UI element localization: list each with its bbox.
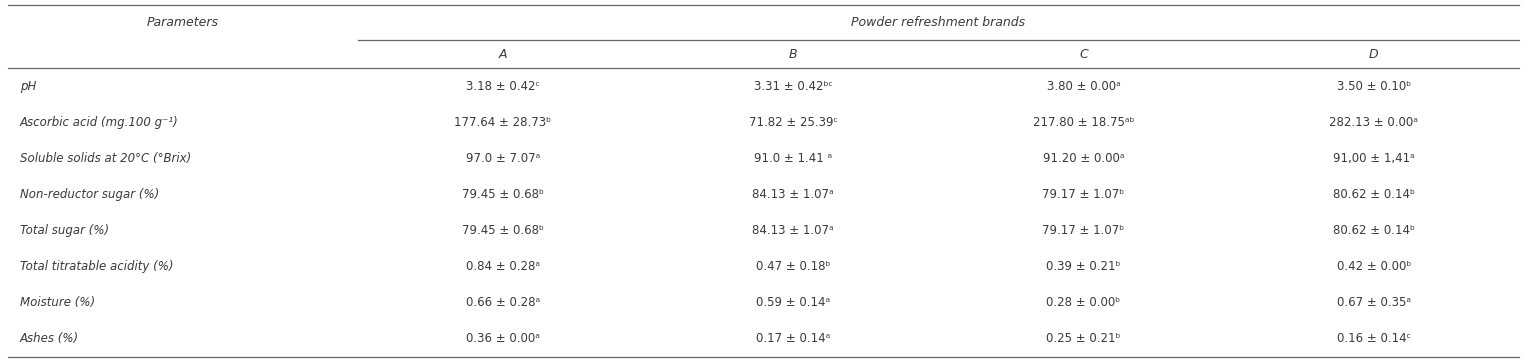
Text: 97.0 ± 7.07ᵃ: 97.0 ± 7.07ᵃ <box>466 152 540 165</box>
Text: 3.50 ± 0.10ᵇ: 3.50 ± 0.10ᵇ <box>1336 80 1411 93</box>
Text: 80.62 ± 0.14ᵇ: 80.62 ± 0.14ᵇ <box>1333 224 1415 237</box>
Text: 3.80 ± 0.00ᵃ: 3.80 ± 0.00ᵃ <box>1047 80 1120 93</box>
Text: 0.25 ± 0.21ᵇ: 0.25 ± 0.21ᵇ <box>1046 332 1120 345</box>
Text: D: D <box>1368 48 1379 61</box>
Text: B: B <box>788 48 798 61</box>
Text: 3.31 ± 0.42ᵇᶜ: 3.31 ± 0.42ᵇᶜ <box>753 80 833 93</box>
Text: Total sugar (%): Total sugar (%) <box>20 224 110 237</box>
Text: 79.45 ± 0.68ᵇ: 79.45 ± 0.68ᵇ <box>461 188 543 201</box>
Text: 91,00 ± 1,41ᵃ: 91,00 ± 1,41ᵃ <box>1333 152 1414 165</box>
Text: 217.80 ± 18.75ᵃᵇ: 217.80 ± 18.75ᵃᵇ <box>1033 116 1134 129</box>
Text: 84.13 ± 1.07ᵃ: 84.13 ± 1.07ᵃ <box>752 224 834 237</box>
Text: 91.20 ± 0.00ᵃ: 91.20 ± 0.00ᵃ <box>1043 152 1125 165</box>
Text: 0.17 ± 0.14ᵃ: 0.17 ± 0.14ᵃ <box>756 332 831 345</box>
Text: 0.67 ± 0.35ᵃ: 0.67 ± 0.35ᵃ <box>1336 296 1411 309</box>
Text: 84.13 ± 1.07ᵃ: 84.13 ± 1.07ᵃ <box>752 188 834 201</box>
Text: Soluble solids at 20°C (°Brix): Soluble solids at 20°C (°Brix) <box>20 152 192 165</box>
Text: 79.45 ± 0.68ᵇ: 79.45 ± 0.68ᵇ <box>461 224 543 237</box>
Text: Ashes (%): Ashes (%) <box>20 332 79 345</box>
Text: pH: pH <box>20 80 37 93</box>
Text: Powder refreshment brands: Powder refreshment brands <box>851 16 1026 29</box>
Text: 0.36 ± 0.00ᵃ: 0.36 ± 0.00ᵃ <box>466 332 540 345</box>
Text: Total titratable acidity (%): Total titratable acidity (%) <box>20 260 174 273</box>
Text: 282.13 ± 0.00ᵃ: 282.13 ± 0.00ᵃ <box>1329 116 1419 129</box>
Text: C: C <box>1079 48 1088 61</box>
Text: 79.17 ± 1.07ᵇ: 79.17 ± 1.07ᵇ <box>1043 188 1125 201</box>
Text: 79.17 ± 1.07ᵇ: 79.17 ± 1.07ᵇ <box>1043 224 1125 237</box>
Text: 0.66 ± 0.28ᵃ: 0.66 ± 0.28ᵃ <box>466 296 540 309</box>
Text: Non-reductor sugar (%): Non-reductor sugar (%) <box>20 188 158 201</box>
Text: Moisture (%): Moisture (%) <box>20 296 94 309</box>
Text: 0.28 ± 0.00ᵇ: 0.28 ± 0.00ᵇ <box>1046 296 1120 309</box>
Text: 0.39 ± 0.21ᵇ: 0.39 ± 0.21ᵇ <box>1046 260 1120 273</box>
Text: 0.84 ± 0.28ᵃ: 0.84 ± 0.28ᵃ <box>466 260 540 273</box>
Text: 3.18 ± 0.42ᶜ: 3.18 ± 0.42ᶜ <box>466 80 540 93</box>
Text: A: A <box>499 48 507 61</box>
Text: Ascorbic acid (mg.100 g⁻¹): Ascorbic acid (mg.100 g⁻¹) <box>20 116 178 129</box>
Text: 0.59 ± 0.14ᵃ: 0.59 ± 0.14ᵃ <box>756 296 829 309</box>
Text: Parameters: Parameters <box>146 16 219 29</box>
Text: 0.42 ± 0.00ᵇ: 0.42 ± 0.00ᵇ <box>1336 260 1411 273</box>
Text: 177.64 ± 28.73ᵇ: 177.64 ± 28.73ᵇ <box>454 116 551 129</box>
Text: 91.0 ± 1.41 ᵃ: 91.0 ± 1.41 ᵃ <box>753 152 833 165</box>
Text: 80.62 ± 0.14ᵇ: 80.62 ± 0.14ᵇ <box>1333 188 1415 201</box>
Text: 0.16 ± 0.14ᶜ: 0.16 ± 0.14ᶜ <box>1336 332 1411 345</box>
Text: 71.82 ± 25.39ᶜ: 71.82 ± 25.39ᶜ <box>749 116 837 129</box>
Text: 0.47 ± 0.18ᵇ: 0.47 ± 0.18ᵇ <box>756 260 831 273</box>
